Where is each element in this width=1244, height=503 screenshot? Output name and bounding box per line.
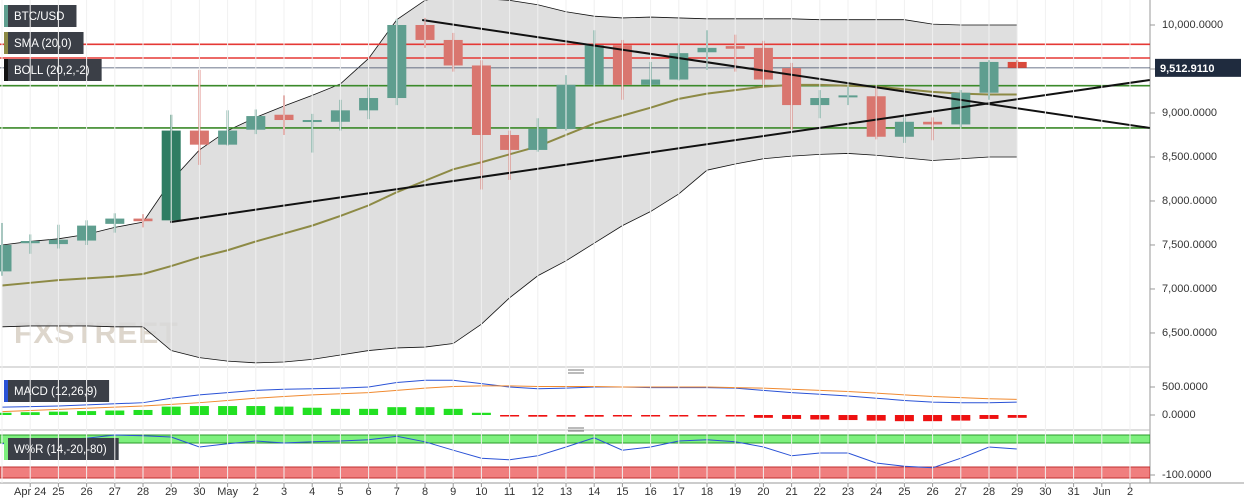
x-tick-label: 12	[532, 486, 544, 498]
x-tick-label: 21	[785, 486, 797, 498]
legend-label: MACD (12,26,9)	[14, 386, 97, 398]
legend-stripe	[4, 5, 8, 27]
x-tick-label: Jun	[1093, 486, 1111, 498]
x-tick-label: 3	[281, 486, 287, 498]
x-tick-label: 11	[504, 486, 515, 498]
x-tick-label: 10	[475, 486, 487, 498]
y-tick-label: 7,500.0000	[1162, 239, 1217, 251]
legend-box	[4, 438, 119, 460]
x-tick-label: 30	[1039, 486, 1051, 498]
x-tick-label: 28	[137, 486, 149, 498]
x-tick-label: 26	[80, 486, 92, 498]
x-tick-label: 25	[898, 486, 910, 498]
legend-box	[4, 32, 84, 54]
x-tick-label: 29	[1011, 486, 1023, 498]
x-tick-label: 6	[366, 486, 372, 498]
y-tick-label: -100.0000	[1162, 469, 1212, 481]
y-tick-label: 0.0000	[1162, 409, 1196, 421]
x-tick-label: 5	[337, 486, 343, 498]
x-tick-label: 22	[814, 486, 826, 498]
x-tick-label: 14	[588, 486, 600, 498]
legend-label: BOLL (20,2,-2)	[14, 65, 90, 77]
x-tick-label: 26	[926, 486, 938, 498]
legend-label: SMA (20,0)	[14, 38, 72, 50]
x-tick-label: 19	[729, 486, 741, 498]
y-tick-label: 9,000.0000	[1162, 107, 1217, 119]
legend-stripe	[4, 438, 8, 460]
y-tick-label: 10,000.0000	[1162, 19, 1223, 31]
x-tick-label: 2	[253, 486, 259, 498]
x-tick-label: 2	[1127, 486, 1133, 498]
y-tick-label: 8,000.0000	[1162, 195, 1217, 207]
x-tick-label: 31	[1067, 486, 1079, 498]
oversold-zone	[0, 466, 1150, 479]
legend-stripe	[4, 380, 8, 402]
x-tick-label: 15	[616, 486, 628, 498]
x-tick-label: 20	[757, 486, 769, 498]
overbought-zone	[0, 434, 1150, 444]
x-tick-label: 8	[422, 486, 428, 498]
x-tick-label: 24	[870, 486, 882, 498]
x-tick-label: Apr 24	[14, 486, 46, 498]
x-tick-label: 28	[983, 486, 995, 498]
x-tick-label: 17	[673, 486, 685, 498]
legend-label: BTC/USD	[14, 11, 64, 23]
y-tick-label: 7,000.0000	[1162, 283, 1217, 295]
x-tick-label: May	[217, 486, 238, 498]
histogram-bar	[0, 412, 12, 416]
x-tick-label: 27	[109, 486, 121, 498]
last-price-tag	[1155, 58, 1241, 77]
last-price-label: 9,512.9110	[1160, 63, 1214, 75]
x-tick-label: 7	[394, 486, 400, 498]
y-tick-label: 6,500.0000	[1162, 327, 1217, 339]
legend-stripe	[4, 32, 8, 54]
y-tick-label: 500.0000	[1162, 381, 1208, 393]
legend-box	[4, 59, 102, 81]
x-tick-label: 4	[309, 486, 315, 498]
x-tick-label: 16	[644, 486, 656, 498]
legend-stripe	[4, 59, 8, 81]
x-tick-label: 30	[193, 486, 205, 498]
x-tick-label: 27	[955, 486, 967, 498]
x-tick-label: 13	[560, 486, 572, 498]
legend-label: W%R (14,-20,-80)	[14, 444, 107, 456]
y-tick-label: 8,500.0000	[1162, 151, 1217, 163]
x-tick-label: 18	[701, 486, 713, 498]
panel-handle	[568, 369, 584, 432]
x-tick-label: 29	[165, 486, 177, 498]
x-tick-label: 9	[450, 486, 456, 498]
x-tick-label: 23	[842, 486, 854, 498]
trend-line	[422, 18, 1150, 129]
x-tick-label: 25	[52, 486, 64, 498]
candle-body	[0, 244, 12, 272]
